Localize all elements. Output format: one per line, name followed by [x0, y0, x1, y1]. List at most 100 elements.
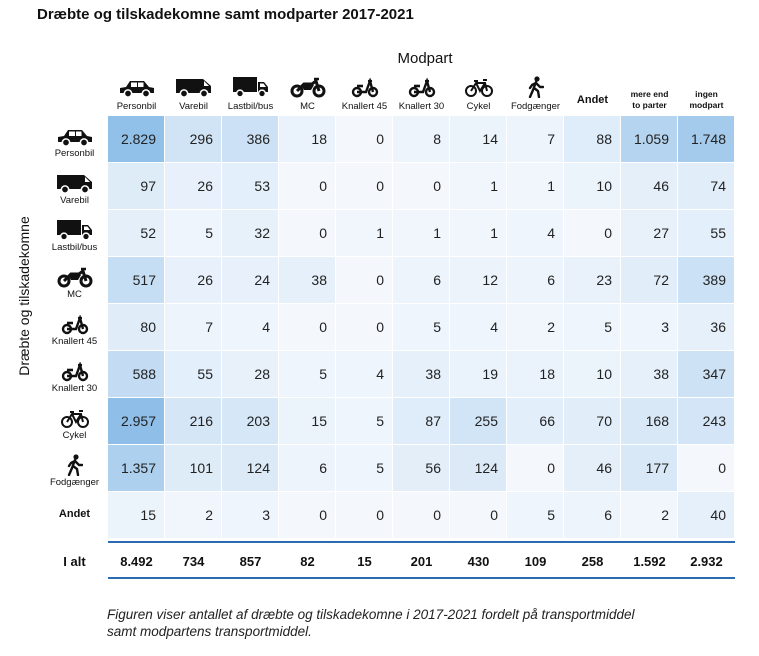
heatmap-cell: 0: [279, 304, 336, 351]
row-header: Lastbil/bus: [37, 220, 112, 253]
column-header-label: Knallert 30: [398, 101, 445, 112]
heatmap-cell: 177: [621, 445, 678, 492]
column-header: Knallert 30: [393, 76, 450, 114]
heatmap-cell: 3: [621, 304, 678, 351]
heatmap-cell: 15: [279, 398, 336, 445]
total-label: I alt: [63, 554, 86, 569]
heatmap-cell: 6: [564, 492, 621, 539]
row-header-label: MC: [67, 289, 82, 300]
total-value: 8.492: [120, 554, 153, 569]
heatmap-cell: 255: [450, 398, 507, 445]
heatmap-cell: 32: [222, 210, 279, 257]
column-header: Andet: [564, 76, 621, 114]
heatmap-cell: 5: [564, 304, 621, 351]
heatmap-cell: 6: [279, 445, 336, 492]
row-header: Cykel: [37, 409, 112, 441]
heatmap-cell: 55: [678, 210, 735, 257]
row-header: Andet: [37, 507, 112, 520]
motorcycle-icon: [37, 267, 112, 288]
column-header-label: Andet: [576, 94, 609, 106]
heatmap-cell: 26: [165, 257, 222, 304]
bicycle-icon: [450, 76, 507, 98]
total-value: 82: [300, 554, 315, 569]
row-header: Knallert 30: [37, 362, 112, 394]
heatmap-cell: 52: [108, 210, 165, 257]
heatmap-cell: 38: [279, 257, 336, 304]
caption: Figuren viser antallet af dræbte og tils…: [107, 606, 747, 640]
heatmap-cell: 0: [393, 492, 450, 539]
heatmap-cell: 4: [336, 351, 393, 398]
total-rule-bottom: [108, 577, 735, 579]
row-header: Varebil: [37, 174, 112, 206]
column-header-label: Lastbil/bus: [227, 101, 274, 112]
heatmap-cell: 26: [165, 163, 222, 210]
moped-icon: [336, 76, 393, 98]
column-header: MC: [279, 76, 336, 114]
heatmap-cell: 216: [165, 398, 222, 445]
row-header-label: Fodgænger: [49, 477, 100, 488]
column-axis-title: Modpart: [397, 50, 453, 67]
heatmap-cell: 4: [507, 210, 564, 257]
heatmap-cell: 389: [678, 257, 735, 304]
heatmap-cell: 0: [336, 163, 393, 210]
heatmap-cell: 87: [393, 398, 450, 445]
row-header: Personbil: [37, 127, 112, 159]
heatmap-cell: 18: [507, 351, 564, 398]
heatmap-cell: 28: [222, 351, 279, 398]
heatmap-cell: 10: [564, 163, 621, 210]
truck-icon: [37, 220, 112, 241]
total-value: 109: [524, 554, 547, 569]
column-header: Varebil: [165, 76, 222, 114]
van-icon: [165, 76, 222, 98]
heatmap-cell: 2: [621, 492, 678, 539]
bicycle-icon: [37, 409, 112, 429]
column-header-label: Knallert 45: [341, 101, 388, 112]
caption-line-1: Figuren viser antallet af dræbte og tils…: [107, 607, 635, 622]
total-value: 258: [581, 554, 604, 569]
heatmap-cell: 1.059: [621, 116, 678, 163]
heatmap-cell: 124: [450, 445, 507, 492]
row-header-label: Cykel: [62, 430, 87, 441]
row-header-label: Varebil: [60, 195, 89, 206]
total-value: 1.592: [633, 554, 666, 569]
heatmap-cell: 0: [450, 492, 507, 539]
heatmap-cell: 588: [108, 351, 165, 398]
heatmap-cell: 18: [279, 116, 336, 163]
heatmap-cell: 2: [507, 304, 564, 351]
heatmap-cell: 0: [507, 445, 564, 492]
column-header: mere end to parter: [621, 76, 678, 114]
column-header: Lastbil/bus: [222, 76, 279, 114]
total-value: 2.932: [690, 554, 723, 569]
heatmap-cell: 15: [108, 492, 165, 539]
heatmap-cell: 0: [336, 257, 393, 304]
heatmap-cell: 1: [507, 163, 564, 210]
heatmap-cell: 36: [678, 304, 735, 351]
row-header-label: Lastbil/bus: [51, 242, 98, 253]
heatmap-cell: 1.357: [108, 445, 165, 492]
heatmap-cell: 124: [222, 445, 279, 492]
pedestrian-icon: [37, 454, 112, 476]
column-header: Personbil: [108, 76, 165, 114]
heatmap-cell: 55: [165, 351, 222, 398]
row-header: Knallert 45: [37, 315, 112, 347]
heatmap-cell: 5: [336, 445, 393, 492]
heatmap-cell: 46: [564, 445, 621, 492]
column-header-label: Personbil: [116, 101, 157, 112]
column-header-label: Varebil: [179, 101, 208, 112]
heatmap-cell: 97: [108, 163, 165, 210]
heatmap-cell: 0: [564, 210, 621, 257]
heatmap-cell: 2.957: [108, 398, 165, 445]
heatmap-cell: 347: [678, 351, 735, 398]
column-header-label: MC: [300, 101, 315, 112]
total-value: 734: [182, 554, 205, 569]
heatmap-cell: 4: [222, 304, 279, 351]
row-axis-title: Dræbte og tilskadekomne: [16, 216, 32, 376]
column-header-label: ingen modpart: [689, 89, 724, 110]
heatmap-cell: 14: [450, 116, 507, 163]
heatmap-cell: 0: [678, 445, 735, 492]
heatmap-cell: 5: [165, 210, 222, 257]
row-header-label: Knallert 30: [51, 383, 98, 394]
heatmap-cell: 23: [564, 257, 621, 304]
heatmap-cell: 5: [279, 351, 336, 398]
row-header-label: Andet: [58, 508, 91, 520]
